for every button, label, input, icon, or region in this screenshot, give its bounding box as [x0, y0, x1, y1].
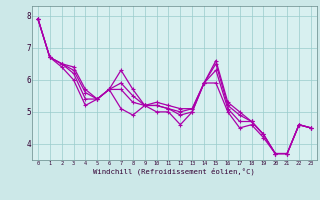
X-axis label: Windchill (Refroidissement éolien,°C): Windchill (Refroidissement éolien,°C): [93, 167, 255, 175]
